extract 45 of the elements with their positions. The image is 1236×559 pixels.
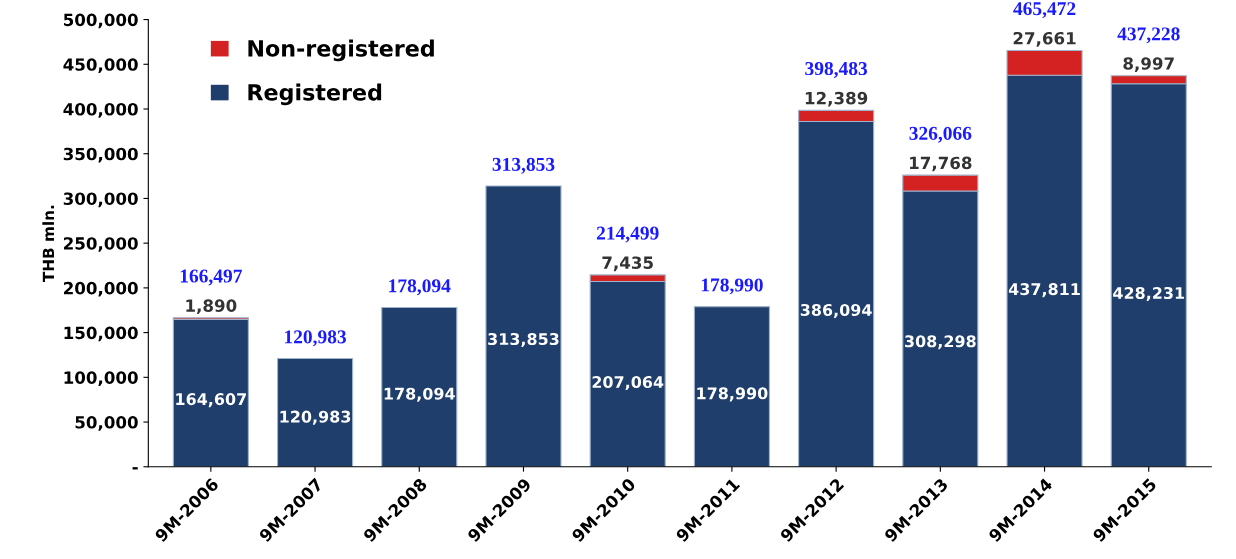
data-label: 17,768 [910,156,972,172]
y-tick-label: - [132,467,138,470]
y-tick-label: 250,000 [64,237,138,252]
total-label: 120,983 [285,330,346,347]
total-label: 214,499 [596,226,659,243]
y-tick-label: 200,000 [64,281,138,297]
total-label: 178,990 [701,278,763,295]
total-label: 326,066 [909,126,972,143]
bar [381,306,458,467]
y-tick-label: 500,000 [63,13,138,29]
data-label: 437,811 [1008,283,1080,298]
data-label: 120,983 [280,410,351,425]
bar [693,306,770,467]
bar [172,318,249,467]
data-label: 27,661 [1013,31,1076,47]
data-label: 1,890 [186,299,237,315]
data-label: 8,997 [1123,57,1174,72]
data-label: 178,990 [697,387,768,402]
legend-label: Non-registered [248,39,434,62]
y-axis-title: THB mln. [42,205,54,283]
y-tick-label: 450,000 [63,58,138,73]
total-label: 465,472 [1013,2,1076,19]
data-label: 313,853 [488,333,559,348]
data-label: 164,607 [176,393,246,408]
y-tick-label: 50,000 [75,416,138,431]
y-tick-label: 300,000 [63,192,138,208]
total-label: 313,853 [492,157,555,174]
total-label: 178,094 [389,279,451,296]
data-label: 207,064 [592,375,664,391]
y-tick-label: 100,000 [64,371,138,387]
legend-label: Registered [248,83,382,106]
total-label: 398,483 [805,61,868,78]
data-label: 386,094 [800,303,872,319]
data-label: 308,298 [905,335,976,350]
total-label: 166,497 [180,269,242,286]
y-tick-label: 350,000 [63,147,138,163]
data-label: 178,094 [384,387,455,402]
data-label: 12,389 [805,91,868,107]
bar [485,185,562,467]
bar [276,358,354,467]
data-label: 428,231 [1113,286,1185,302]
total-label: 437,228 [1117,27,1180,44]
data-label: 7,435 [602,256,653,272]
y-tick-label: 400,000 [63,102,138,118]
y-tick-label: 150,000 [64,326,138,342]
